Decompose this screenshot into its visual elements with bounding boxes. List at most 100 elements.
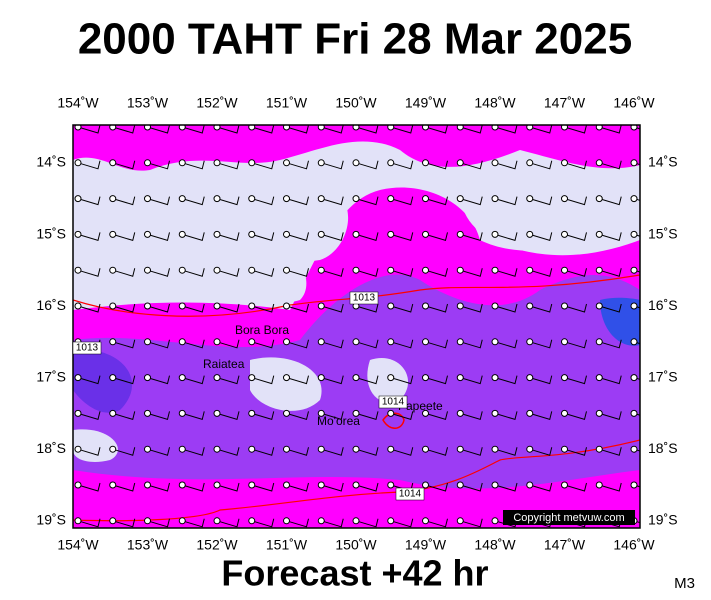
- wind-barb: [529, 125, 553, 134]
- lon-label: 147˚W: [544, 95, 586, 111]
- wind-barb: [321, 447, 344, 456]
- station: [561, 481, 568, 489]
- wind-barb: [147, 303, 170, 313]
- wind-barb: [564, 339, 587, 349]
- station: [317, 374, 325, 382]
- station: [248, 266, 256, 274]
- wind-barb: [355, 125, 379, 134]
- wind-barb: [529, 375, 553, 385]
- station: [630, 266, 638, 274]
- wind-barb: [112, 482, 136, 492]
- station: [248, 338, 256, 346]
- station: [248, 125, 256, 131]
- wind-barb: [321, 375, 344, 385]
- station: [456, 517, 464, 525]
- place-name: Raiatea: [203, 357, 245, 371]
- wind-barb: [147, 411, 170, 421]
- wind-barb: [147, 482, 170, 492]
- station: [595, 409, 603, 417]
- station: [387, 302, 395, 310]
- wind-barb: [599, 125, 622, 134]
- station: [526, 159, 534, 167]
- lon-label: 150˚W: [335, 537, 377, 553]
- station: [248, 517, 256, 525]
- station: [317, 445, 325, 453]
- station: [317, 230, 325, 238]
- station: [595, 374, 603, 382]
- wind-barb: [564, 232, 587, 242]
- station: [109, 409, 117, 417]
- wind-barb: [182, 160, 205, 170]
- station: [491, 125, 499, 131]
- wind-barb: [182, 125, 205, 134]
- station: [144, 302, 151, 310]
- wind-barb: [182, 339, 205, 349]
- station: [317, 195, 325, 203]
- isobar-label: 1014: [382, 397, 405, 408]
- station: [456, 125, 464, 131]
- station: [422, 374, 429, 382]
- station: [317, 266, 325, 274]
- lat-label: 15˚S: [648, 225, 678, 241]
- wind-barb: [494, 232, 518, 242]
- station: [526, 230, 534, 238]
- station: [387, 266, 395, 274]
- wind-barb: [460, 518, 483, 528]
- station: [422, 517, 429, 525]
- station: [630, 125, 638, 131]
- station: [595, 481, 603, 489]
- wind-barb: [460, 339, 483, 349]
- station: [213, 230, 221, 238]
- station: [561, 338, 568, 346]
- station: [248, 302, 256, 310]
- wind-barb: [494, 411, 518, 421]
- station: [595, 230, 603, 238]
- wind-barb: [147, 339, 170, 349]
- station: [317, 409, 325, 417]
- lon-label: 152˚W: [196, 95, 238, 111]
- lon-label: 146˚W: [613, 537, 655, 553]
- wind-barb: [216, 303, 240, 313]
- wind-barb: [355, 375, 379, 385]
- wind-barb: [564, 482, 587, 492]
- wind-barb: [321, 339, 344, 349]
- wind-barb: [494, 375, 518, 385]
- station: [213, 338, 221, 346]
- wind-barb: [425, 375, 448, 385]
- station: [213, 195, 221, 203]
- station: [387, 195, 395, 203]
- station: [178, 266, 186, 274]
- station: [213, 159, 221, 167]
- station: [387, 481, 395, 489]
- wind-barb: [460, 447, 483, 456]
- station: [456, 195, 464, 203]
- wind-barb: [355, 411, 379, 421]
- station: [561, 195, 568, 203]
- rain-field: [73, 125, 640, 528]
- wind-barb: [286, 268, 309, 277]
- wind-barb: [112, 303, 136, 313]
- station: [213, 445, 221, 453]
- wind-barb: [599, 232, 622, 242]
- wind-barb: [182, 196, 205, 206]
- station: [74, 302, 82, 310]
- station: [352, 125, 360, 131]
- wind-barb: [321, 196, 344, 206]
- station: [213, 125, 221, 131]
- wind-barb: [112, 232, 136, 242]
- lon-label: 153˚W: [127, 537, 169, 553]
- wind-barb: [251, 232, 275, 242]
- station: [74, 409, 82, 417]
- station: [491, 230, 499, 238]
- station: [317, 338, 325, 346]
- lat-label: 14˚S: [36, 154, 66, 170]
- station: [526, 125, 534, 131]
- wind-barb: [321, 268, 344, 277]
- station: [526, 266, 534, 274]
- station: [144, 338, 151, 346]
- wind-barb: [182, 268, 205, 277]
- station: [352, 159, 360, 167]
- wind-barb: [390, 268, 414, 277]
- wind-barb: [147, 125, 170, 134]
